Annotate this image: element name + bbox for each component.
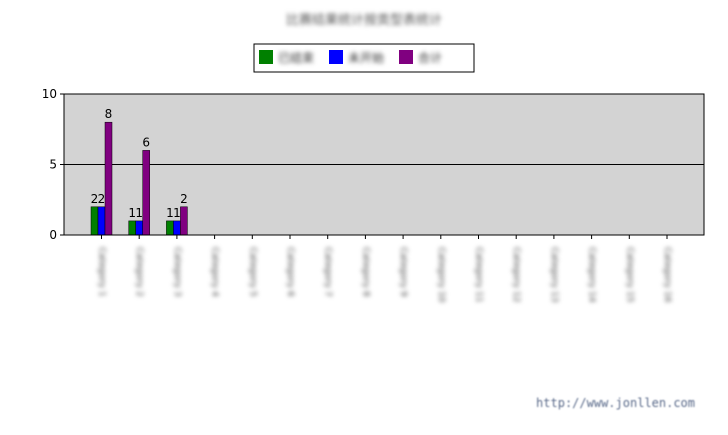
y-tick-label: 10 <box>42 87 57 101</box>
x-category-label: Category 5 <box>247 247 257 297</box>
x-category-label: Category 15 <box>624 247 634 302</box>
bar <box>97 206 106 236</box>
x-category-label: Category 6 <box>285 247 295 297</box>
data-label: 6 <box>142 135 150 149</box>
x-category-label: Category 2 <box>134 247 144 297</box>
data-label: 1 <box>173 206 181 220</box>
x-category-label: Category 16 <box>662 247 672 303</box>
legend: 已结束 未开始 合计 <box>253 43 475 73</box>
x-category-label: Category 1 <box>97 247 107 297</box>
watermark: http://www.jonllen.com <box>536 396 695 410</box>
bar <box>173 220 181 236</box>
data-label: 2 <box>180 192 188 206</box>
x-category-label: Category 10 <box>436 247 446 303</box>
x-category-label: Category 11 <box>474 247 484 302</box>
data-label: 2 <box>91 192 99 206</box>
x-category-label: Category 12 <box>511 247 521 302</box>
x-category-label: Category 14 <box>587 247 597 303</box>
bar <box>142 150 150 236</box>
legend-swatch <box>259 50 273 64</box>
legend-label: 未开始 <box>348 51 384 65</box>
bar <box>180 206 188 236</box>
y-tick-label: 5 <box>49 158 57 172</box>
bar <box>135 220 143 236</box>
bar <box>104 121 113 236</box>
data-label: 8 <box>105 107 113 121</box>
data-label: 2 <box>98 192 106 206</box>
legend-box <box>253 43 475 73</box>
legend-swatch <box>329 50 343 64</box>
legend-label: 已结束 <box>278 51 314 65</box>
x-category-label: Category 7 <box>323 247 333 297</box>
x-category-label: Category 4 <box>210 247 220 297</box>
x-category-label: Category 9 <box>398 247 408 297</box>
chart-title: 比赛结果统计按类型表统计 <box>286 12 442 28</box>
data-label: 1 <box>128 206 136 220</box>
x-category-label: Category 8 <box>360 247 370 297</box>
bar <box>166 220 174 236</box>
x-category-label: Category 3 <box>172 247 182 297</box>
y-tick-label: 0 <box>49 228 57 242</box>
data-label: 1 <box>135 206 143 220</box>
bar <box>90 206 99 236</box>
legend-label: 合计 <box>418 50 442 65</box>
bar <box>128 220 136 236</box>
legend-swatch <box>399 50 413 64</box>
x-category-label: Category 13 <box>549 247 559 302</box>
data-label: 1 <box>166 206 174 220</box>
